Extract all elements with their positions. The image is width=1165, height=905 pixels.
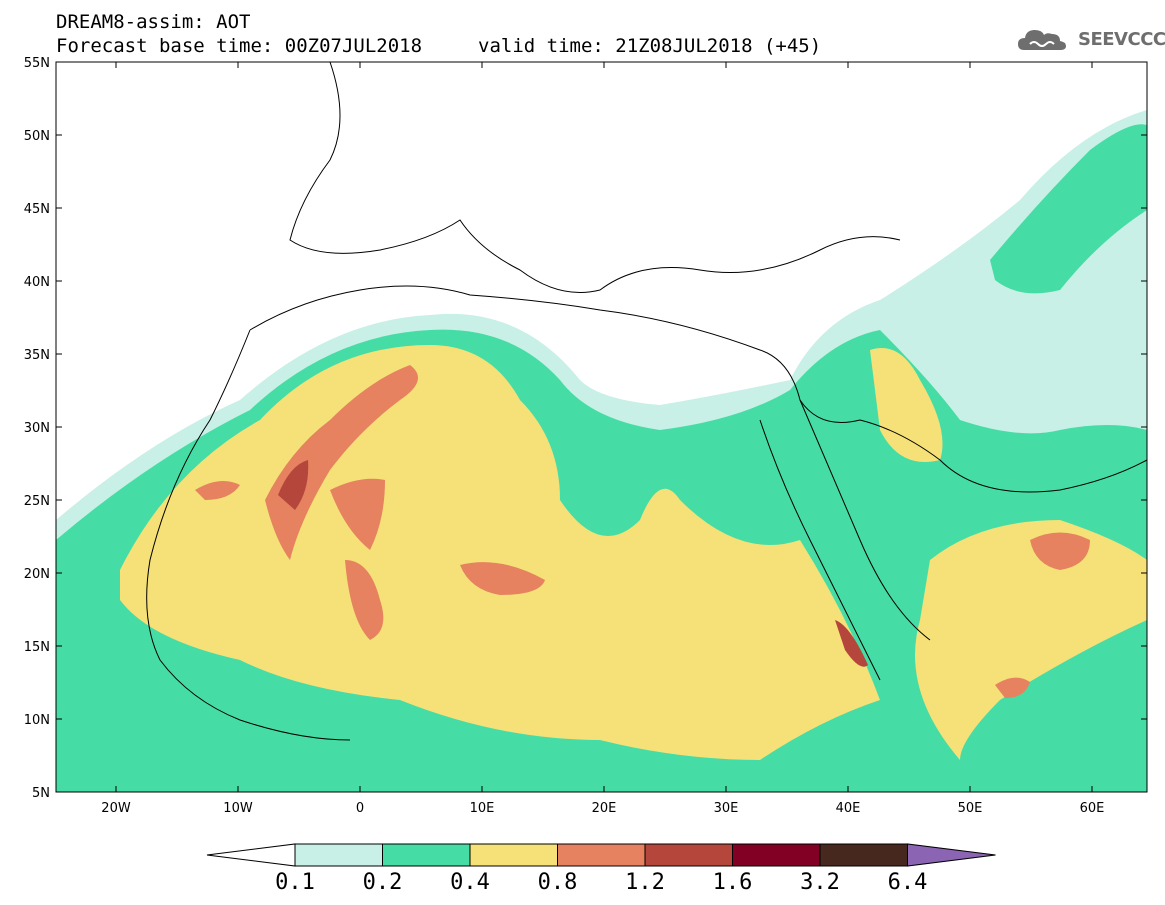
lon-tick-label: 10E (470, 801, 495, 816)
lon-tick-label: 0 (356, 801, 364, 816)
lat-tick-label: 55N (24, 56, 50, 71)
coastline (249, 285, 1147, 493)
forecast-base-time: Forecast base time: 00Z07JUL2018 (56, 35, 423, 57)
lon-tick-label: 10W (223, 801, 253, 816)
coastline-africa (146, 329, 351, 741)
seevccc-logo: SEEVCCC (1016, 24, 1165, 54)
lat-tick-label: 25N (24, 494, 50, 509)
aot-band-0.8-west (265, 365, 418, 560)
lat-tick-label: 35N (24, 348, 50, 363)
colorbar-label: 1.2 (625, 870, 665, 895)
lon-tick-label: 50E (958, 801, 983, 816)
lat-tick-label: 30N (24, 421, 50, 436)
colorbar-label: 0.4 (450, 870, 490, 895)
logo-text: SEEVCCC (1078, 28, 1165, 50)
lat-tick-label: 5N (32, 786, 50, 801)
aot-band-0.2-north (990, 124, 1147, 294)
aot-band-0.4-oman (915, 520, 1147, 760)
lon-tick-label: 30E (714, 801, 739, 816)
colorbar-swatch (557, 843, 646, 867)
colorbar-label: 0.2 (362, 870, 403, 895)
aot-band-0.8-morocco (195, 481, 240, 500)
colorbar-left-arrow (206, 843, 296, 867)
lon-tick-label: 20E (592, 801, 617, 816)
lon-tick-label: 60E (1080, 801, 1105, 816)
lon-tick-label: 20W (101, 801, 131, 816)
colorbar-swatch (644, 843, 733, 867)
colorbar-swatch (732, 843, 821, 867)
lat-tick-label: 20N (24, 567, 50, 582)
aot-band-0.8-chad (460, 562, 545, 595)
colorbar-label: 0.1 (275, 870, 315, 895)
map-title: DREAM8-assim: AOT (56, 11, 251, 33)
colorbar (206, 843, 996, 867)
aot-band-0.8-oman (1030, 532, 1090, 570)
colorbar-swatch (819, 843, 908, 867)
aot-field (56, 62, 1147, 792)
latitude-axis: 55N 50N 45N 40N 35N 30N 25N 20N 15N 10N 5N (24, 56, 1147, 801)
aot-band-1.2 (278, 460, 309, 510)
longitude-axis: 20W 10W 0 10E 20E 30E 40E 50E 60E (101, 62, 1104, 816)
colorbar-label: 3.2 (800, 870, 840, 895)
lat-tick-label: 45N (24, 202, 50, 217)
valid-time: valid time: 21Z08JUL2018 (+45) (478, 35, 822, 57)
colorbar-swatch (294, 843, 383, 867)
lon-tick-label: 40E (836, 801, 861, 816)
colorbar-label: 0.8 (537, 870, 578, 895)
colorbar-swatch (469, 843, 558, 867)
aot-band-0.8-south (345, 560, 384, 640)
aot-band-1.2-sudan (835, 620, 868, 667)
coastline-red-sea (759, 399, 931, 681)
colorbar-label: 6.4 (887, 870, 928, 895)
lat-tick-label: 50N (24, 129, 50, 144)
coastline-europe (289, 62, 901, 293)
aot-band-0.4-arabia (870, 348, 943, 462)
lat-tick-label: 10N (24, 713, 50, 728)
colorbar-swatch (382, 843, 471, 867)
lat-tick-label: 40N (24, 275, 50, 290)
lat-tick-label: 15N (24, 640, 50, 655)
cloud-icon (1018, 30, 1066, 50)
colorbar-right-arrow (907, 843, 996, 867)
aot-band-0.8-yemen (995, 677, 1030, 698)
colorbar-label: 1.6 (712, 870, 753, 895)
aot-band-0.8-central (330, 478, 385, 550)
